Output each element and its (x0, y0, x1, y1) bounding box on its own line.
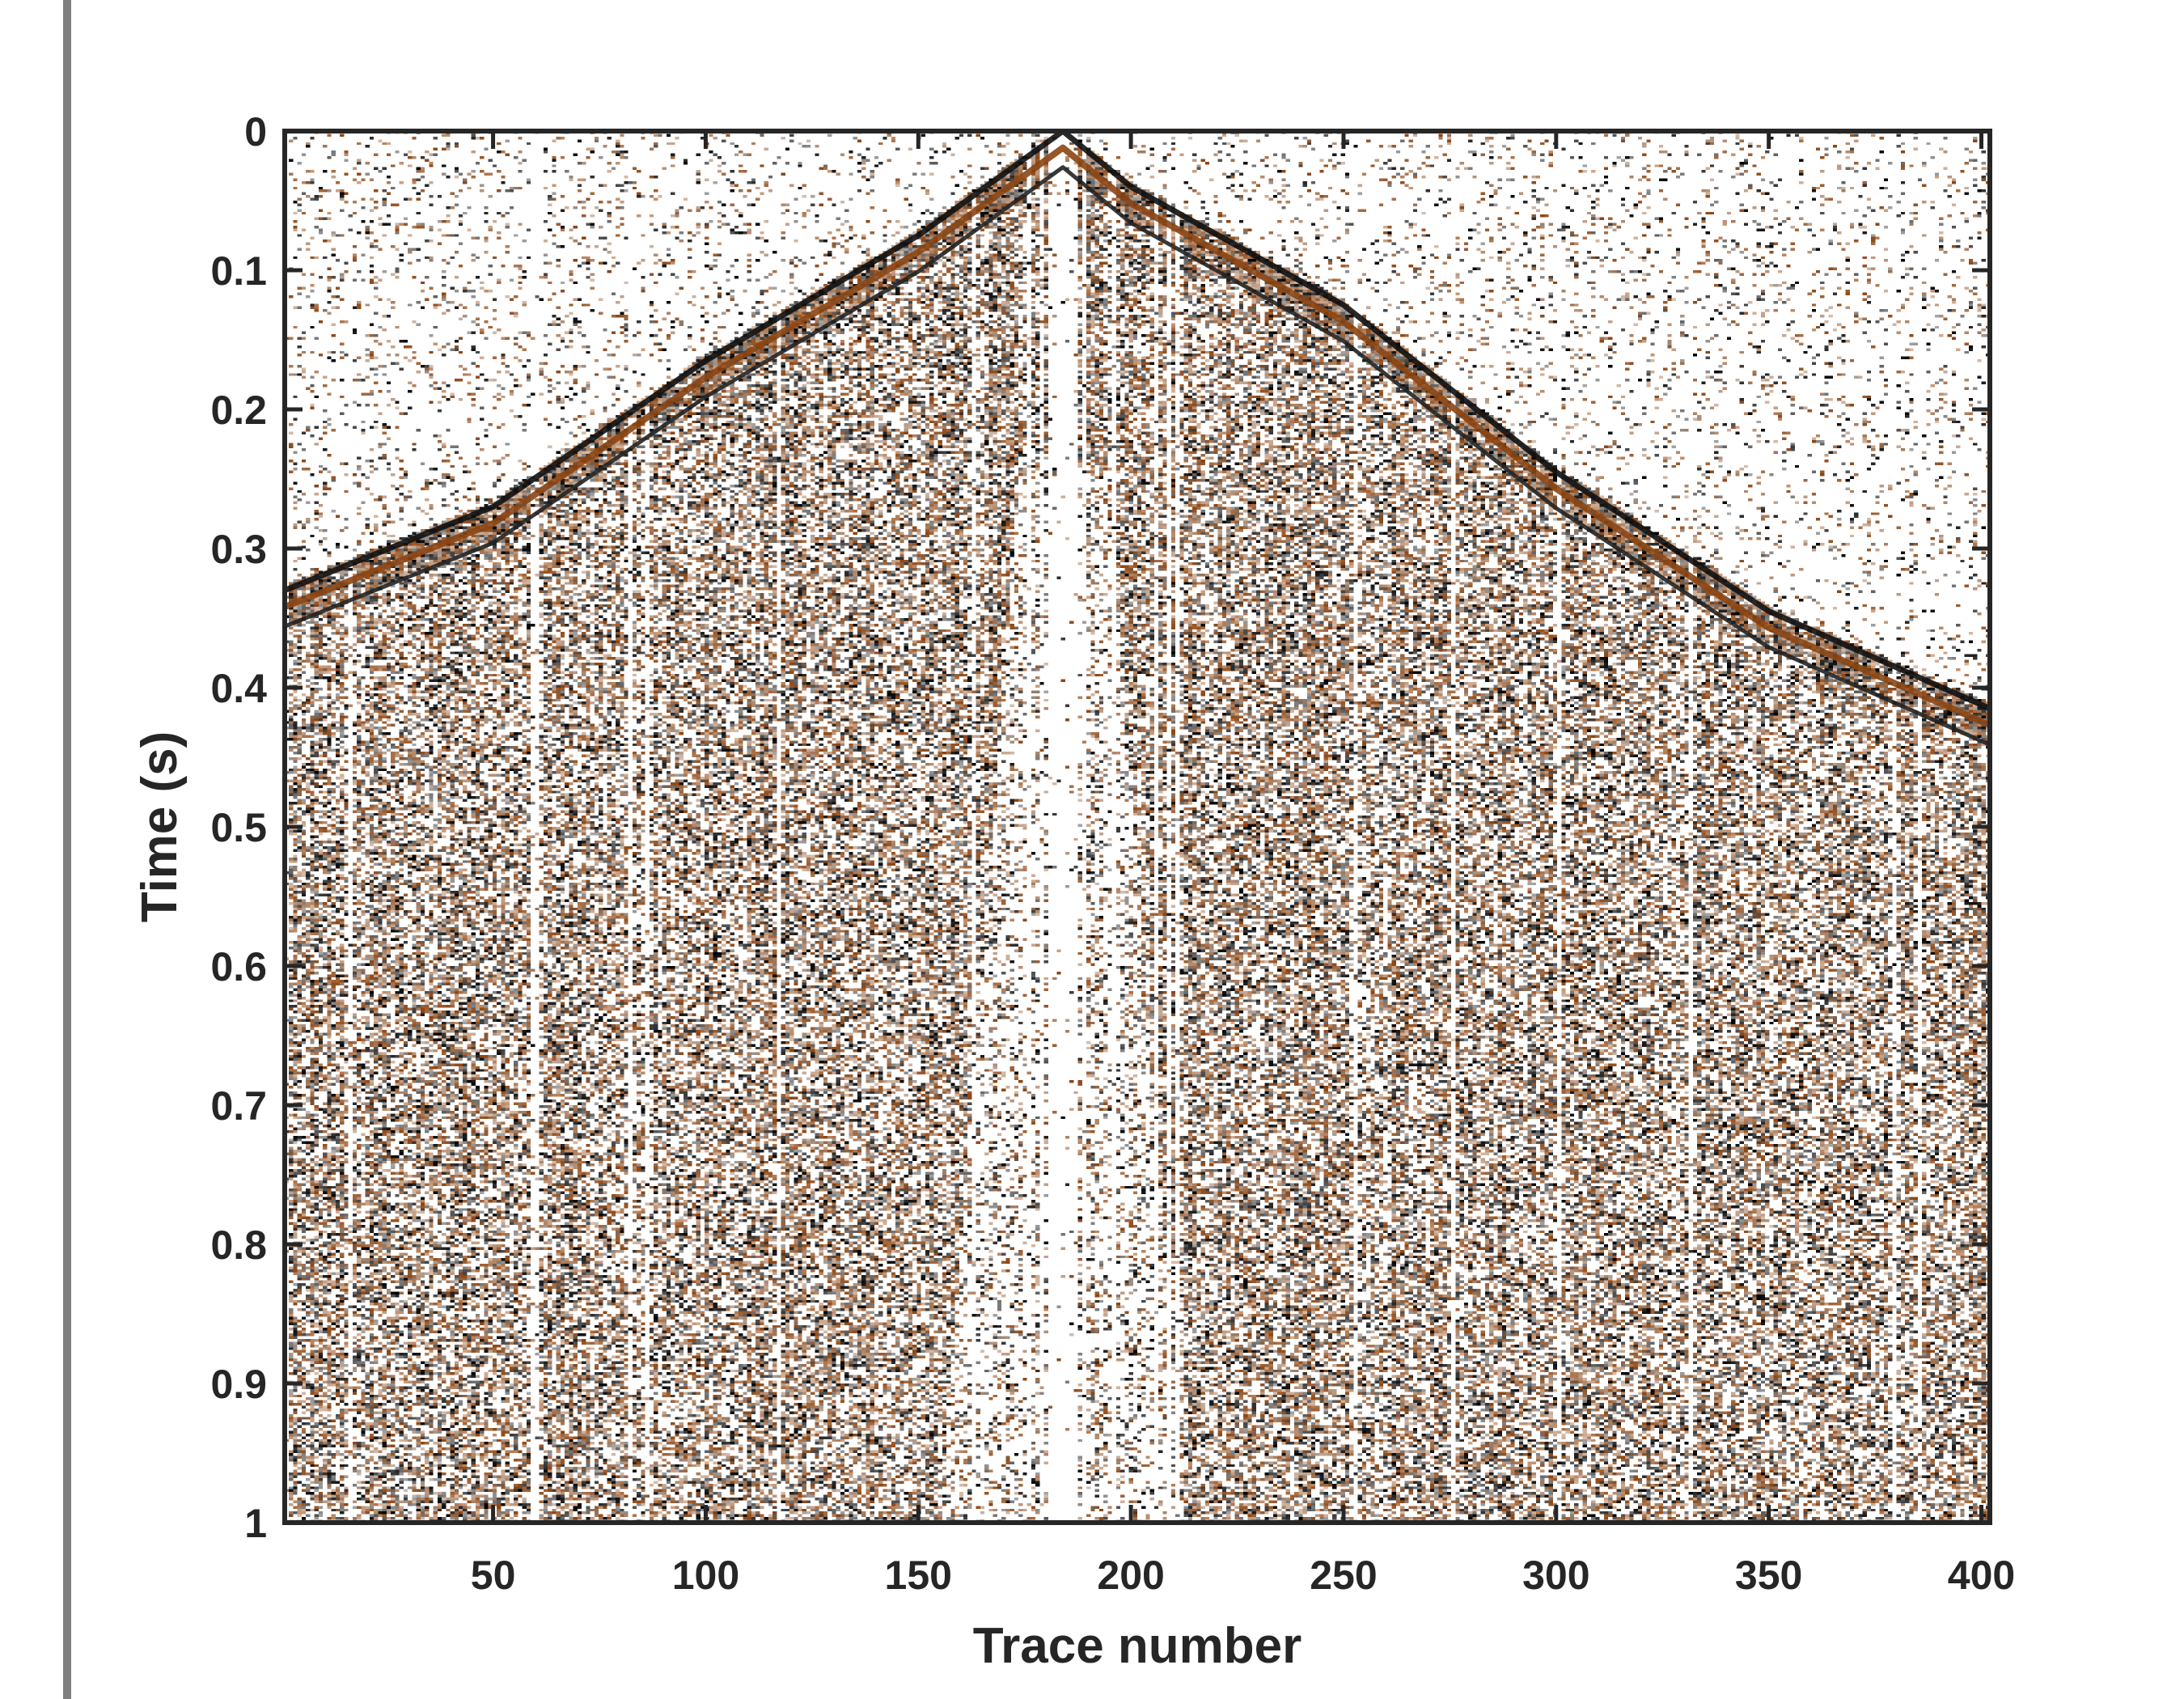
x-tick-label: 100 (672, 1553, 739, 1598)
heatmap-texture (285, 131, 1990, 1523)
y-axis-label: Time (s) (132, 731, 188, 923)
x-tick-label: 250 (1310, 1553, 1377, 1598)
x-axis: 50 100 150 200 250 300 350 400 (471, 131, 2015, 1598)
y-tick-label: 0.2 (210, 388, 267, 433)
y-tick-label: 0.5 (210, 805, 267, 850)
x-tick-label: 300 (1522, 1553, 1589, 1598)
seismic-amplitude-heatmap (285, 131, 1990, 1523)
y-tick-label: 0.6 (210, 944, 267, 989)
y-axis: 0 0.1 0.2 0.3 0.4 0.5 0.6 0.7 0.8 0.9 1 (210, 109, 1990, 1546)
x-tick-label: 200 (1097, 1553, 1164, 1598)
y-tick-label: 0 (244, 109, 267, 155)
first-break-arrivals (285, 131, 1990, 747)
y-tick-label: 1 (244, 1501, 267, 1546)
y-tick-label: 0.3 (210, 527, 267, 572)
x-tick-label: 350 (1735, 1553, 1802, 1598)
x-axis-label: Trace number (973, 1618, 1302, 1674)
y-tick-label: 0.9 (210, 1362, 267, 1407)
x-tick-label: 150 (885, 1553, 952, 1598)
x-tick-label: 400 (1948, 1553, 2015, 1598)
first-break-band-2 (285, 144, 1990, 729)
x-tick-label: 50 (471, 1553, 516, 1598)
y-tick-label: 0.1 (210, 248, 267, 294)
y-tick-label: 0.8 (210, 1222, 267, 1268)
first-break-band-1 (285, 131, 1990, 712)
y-tick-label: 0.7 (210, 1083, 267, 1129)
left-margin-rule (63, 0, 71, 1699)
first-break-band-3 (285, 165, 1990, 747)
y-tick-label: 0.4 (210, 666, 267, 711)
